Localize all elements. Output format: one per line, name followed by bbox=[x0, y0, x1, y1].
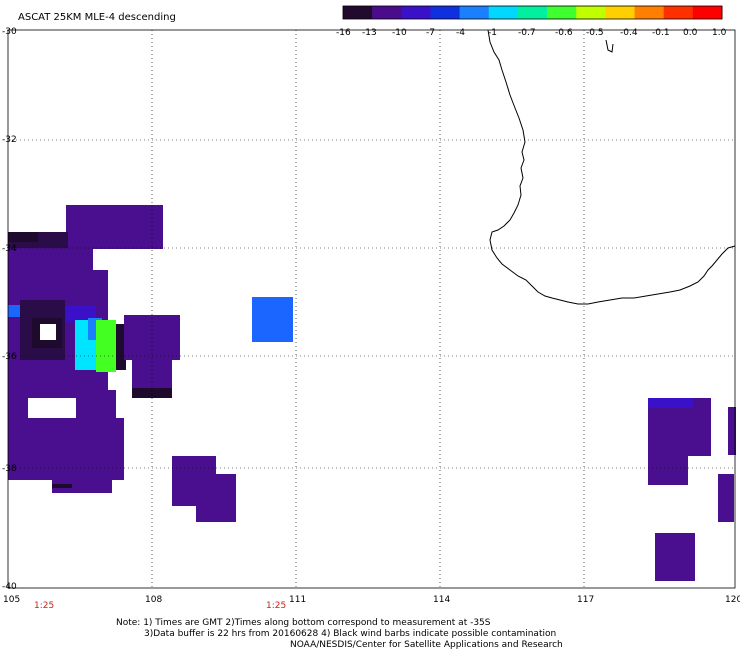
colorbar-label-8: -0.5 bbox=[586, 28, 604, 38]
colorbar-label-1: -13 bbox=[362, 28, 377, 38]
colorbar-label-12: 1.0 bbox=[712, 28, 727, 38]
graticule bbox=[8, 30, 735, 588]
colorbar-label-4: -4 bbox=[456, 28, 465, 38]
colorbar-label-10: -0.1 bbox=[652, 28, 670, 38]
colorbar-segment bbox=[692, 6, 723, 19]
note-line-1: Note: 1) Times are GMT 2)Times along bot… bbox=[116, 618, 491, 628]
map-frame bbox=[7, 29, 736, 589]
colorbar-segment bbox=[372, 6, 402, 19]
lat-label-4: -38 bbox=[2, 464, 17, 474]
colorbar-label-2: -10 bbox=[392, 28, 407, 38]
lon-label-1: 108 bbox=[145, 595, 162, 605]
colorbar-label-6: -0.7 bbox=[518, 28, 536, 38]
lat-label-3: -36 bbox=[2, 352, 17, 362]
colorbar-segment bbox=[430, 6, 461, 19]
colorbar-segment bbox=[401, 6, 431, 19]
colorbar-label-9: -0.4 bbox=[620, 28, 638, 38]
lat-label-1: -32 bbox=[2, 135, 17, 145]
lon-label-2: 111 bbox=[289, 595, 306, 605]
lat-label-5: -40 bbox=[2, 582, 17, 592]
colorbar-segment bbox=[517, 6, 548, 19]
lon-label-5: 120 bbox=[725, 595, 740, 605]
note-line-3: NOAA/NESDIS/Center for Satellite Applica… bbox=[290, 640, 563, 650]
colorbar-segment bbox=[576, 6, 606, 19]
colorbar-segment bbox=[547, 6, 577, 19]
time-label-1: 1:25 bbox=[266, 601, 286, 611]
colorbar-label-5: -1 bbox=[488, 28, 497, 38]
lat-label-2: -34 bbox=[2, 244, 17, 254]
colorbar: -16 -13 -10 -7 -4 -1 -0.7 -0.6 -0.5 -0.4… bbox=[336, 5, 727, 38]
wind-data-cells bbox=[8, 205, 736, 581]
island-marker bbox=[605, 39, 614, 53]
colorbar-segment bbox=[343, 6, 373, 19]
lon-label-0: 105 bbox=[3, 595, 20, 605]
lon-label-4: 117 bbox=[577, 595, 594, 605]
colorbar-label-11: 0.0 bbox=[683, 28, 698, 38]
coastline bbox=[487, 29, 736, 305]
colorbar-label-7: -0.6 bbox=[555, 28, 573, 38]
note-line-2: 3)Data buffer is 22 hrs from 20160628 4)… bbox=[144, 629, 556, 639]
colorbar-segment bbox=[459, 6, 490, 19]
colorbar-segment bbox=[634, 6, 665, 19]
time-label-0: 1:25 bbox=[34, 601, 54, 611]
colorbar-segment bbox=[488, 6, 519, 19]
lat-label-0: -30 bbox=[2, 27, 17, 37]
colorbar-label-3: -7 bbox=[426, 28, 435, 38]
colorbar-segment bbox=[663, 6, 694, 19]
colorbar-label-0: -16 bbox=[336, 28, 351, 38]
map-title: ASCAT 25KM MLE-4 descending bbox=[18, 12, 176, 23]
colorbar-segment bbox=[605, 6, 636, 19]
lon-label-3: 114 bbox=[433, 595, 450, 605]
